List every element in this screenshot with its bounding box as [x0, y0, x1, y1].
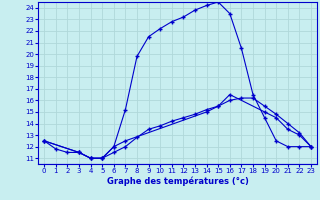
X-axis label: Graphe des températures (°c): Graphe des températures (°c) [107, 177, 249, 186]
